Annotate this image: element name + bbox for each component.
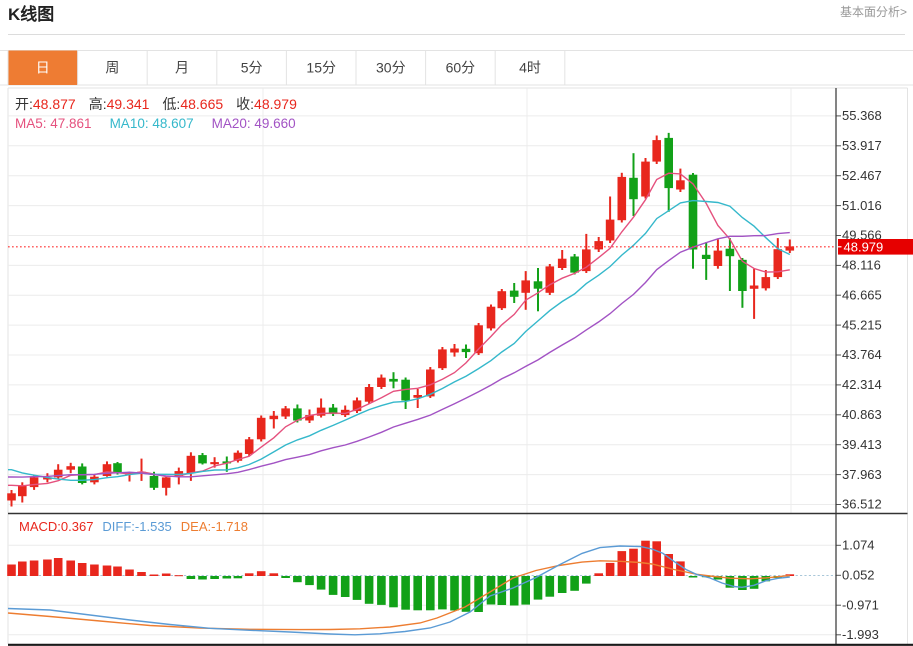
svg-text:4时: 4时: [519, 60, 541, 76]
svg-text:-1.993: -1.993: [842, 627, 879, 642]
svg-text:39.413: 39.413: [842, 437, 882, 452]
svg-text:43.764: 43.764: [842, 347, 882, 362]
svg-text:K线图: K线图: [8, 4, 54, 24]
svg-text:30分: 30分: [376, 60, 406, 76]
svg-text:15分: 15分: [306, 60, 336, 76]
svg-text:周: 周: [105, 60, 119, 76]
svg-text:45.215: 45.215: [842, 317, 882, 332]
svg-text:1.074: 1.074: [842, 538, 875, 553]
svg-text:46.665: 46.665: [842, 287, 882, 302]
svg-text:53.917: 53.917: [842, 138, 882, 153]
svg-text:48.116: 48.116: [842, 258, 881, 273]
svg-text:52.467: 52.467: [842, 168, 882, 183]
svg-text:60分: 60分: [446, 60, 476, 76]
svg-text:49.566: 49.566: [842, 228, 882, 243]
svg-text:42.314: 42.314: [842, 377, 882, 392]
svg-text:51.016: 51.016: [842, 198, 882, 213]
svg-text:37.963: 37.963: [842, 467, 882, 482]
svg-text:48.979: 48.979: [844, 239, 884, 254]
svg-text:0.052: 0.052: [842, 568, 875, 583]
svg-text:55.368: 55.368: [842, 108, 882, 123]
svg-text:月: 月: [175, 60, 189, 76]
svg-text:5分: 5分: [241, 60, 263, 76]
svg-text:36.512: 36.512: [842, 497, 882, 512]
svg-text:40.863: 40.863: [842, 407, 882, 422]
svg-text:基本面分析>: 基本面分析>: [840, 5, 907, 19]
svg-text:-0.971: -0.971: [842, 597, 879, 612]
svg-text:日: 日: [36, 60, 50, 76]
